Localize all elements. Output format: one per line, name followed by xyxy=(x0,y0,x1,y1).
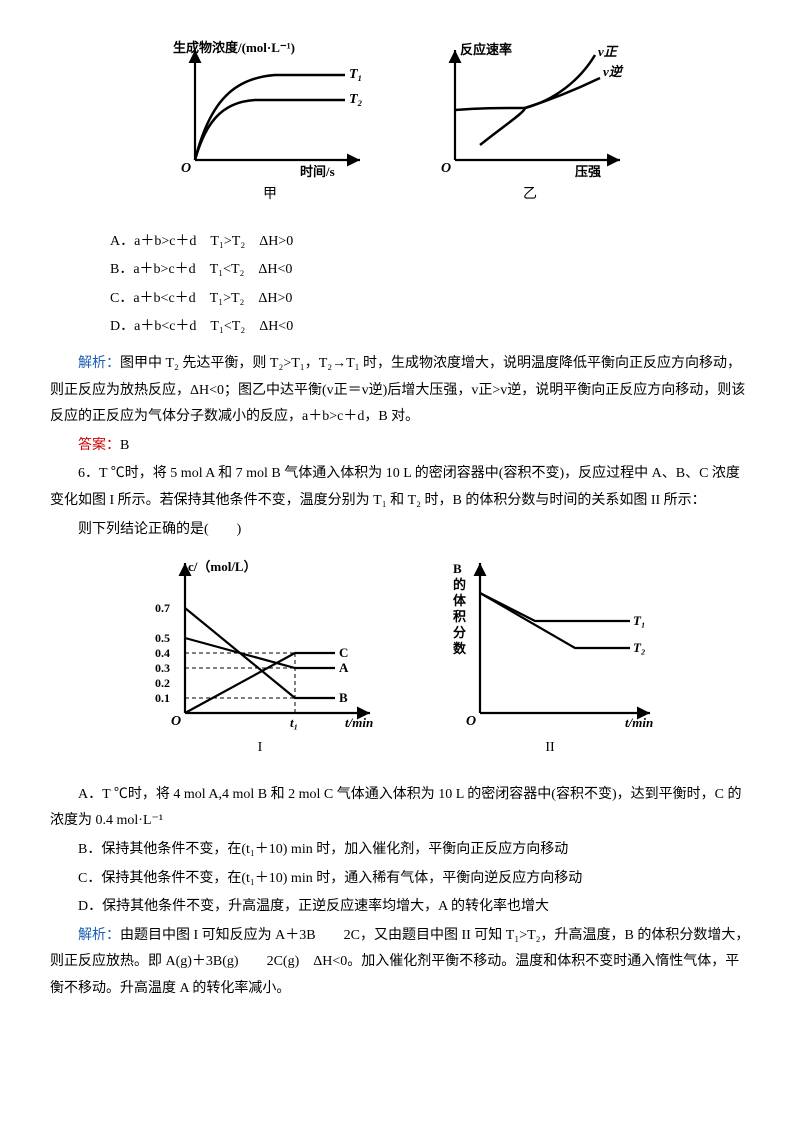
fig1l-xlabel: 时间/s xyxy=(300,164,335,179)
q5-answer: 答案：B xyxy=(50,433,750,460)
fig2l-caption: I xyxy=(135,735,385,762)
fig2r-xlabel: t/min xyxy=(625,715,653,730)
q5-option-d: D．a＋b<c＋d T₁<T₂ ΔH<0 xyxy=(110,314,750,341)
answer-text: B xyxy=(120,438,129,453)
figure-2-left: 0.1 0.2 0.3 0.4 0.5 0.7 C A B c/（mol/L） … xyxy=(135,553,385,762)
fig2r-yl3: 积 xyxy=(453,609,466,624)
ytick-4: 0.5 xyxy=(155,631,170,645)
q6-number: 6． xyxy=(78,466,99,481)
ytick-2: 0.3 xyxy=(155,661,170,675)
figure-1-right: 反应速率 v正 v逆 O 压强 乙 xyxy=(425,40,635,209)
fig1r-v1: v正 xyxy=(598,44,619,59)
ytick-3: 0.4 xyxy=(155,646,170,660)
q5-options: A．a＋b>c＋d T₁>T₂ ΔH>0 B．a＋b>c＋d T₁<T₂ ΔH<… xyxy=(110,229,750,341)
figure-1: 生成物浓度/(mol·L⁻¹) T₁ T₂ O 时间/s 甲 反应速率 v正 v… xyxy=(50,40,750,209)
q5-explanation: 解析：图甲中 T₂ 先达平衡，则 T₂>T₁，T₂→T₁ 时，生成物浓度增大，说… xyxy=(50,351,750,431)
fig2l-ylabel: c/（mol/L） xyxy=(188,559,257,574)
q5-option-c: C．a＋b<c＋d T₁>T₂ ΔH>0 xyxy=(110,286,750,313)
fig2r-yl4: 分 xyxy=(453,625,466,640)
fig2r-caption: II xyxy=(435,735,665,762)
q6-option-b: B．保持其他条件不变，在(t₁＋10) min 时，加入催化剂，平衡向正反应方向… xyxy=(50,837,750,864)
ytick-1: 0.2 xyxy=(155,676,170,690)
fig2r-yl2: 体 xyxy=(453,593,467,608)
fig1l-t1: T₁ xyxy=(349,67,362,82)
q6-explanation: 解析：由题目中图 I 可知反应为 A＋3B 2C，又由题目中图 II 可知 T₁… xyxy=(50,923,750,1003)
figure-2-right: T₁ T₂ B 的 体 积 分 数 O t/min II xyxy=(435,553,665,762)
series-c: C xyxy=(339,645,348,660)
fig2r-yl1: 的 xyxy=(453,577,466,592)
explain-text: 图甲中 T₂ 先达平衡，则 T₂>T₁，T₂→T₁ 时，生成物浓度增大，说明温度… xyxy=(50,356,745,424)
fig1r-v2: v逆 xyxy=(603,64,624,79)
ytick-0: 0.1 xyxy=(155,691,170,705)
ytick-5: 0.7 xyxy=(155,601,170,615)
fig1l-ylabel: 生成物浓度/(mol·L⁻¹) xyxy=(173,40,295,55)
fig1l-origin: O xyxy=(181,161,191,176)
figure-2: 0.1 0.2 0.3 0.4 0.5 0.7 C A B c/（mol/L） … xyxy=(50,553,750,762)
q6-stem1: 6．T ℃时，将 5 mol A 和 7 mol B 气体通入体积为 10 L … xyxy=(50,461,750,514)
q6-option-c: C．保持其他条件不变，在(t₁＋10) min 时，通入稀有气体，平衡向逆反应方… xyxy=(50,866,750,893)
fig2r-t1: T₁ xyxy=(633,613,645,628)
explain-label: 解析： xyxy=(78,356,120,371)
q6-stem1-text: T ℃时，将 5 mol A 和 7 mol B 气体通入体积为 10 L 的密… xyxy=(50,466,740,508)
fig1r-origin: O xyxy=(441,161,451,176)
series-a: A xyxy=(339,660,349,675)
q5-option-b: B．a＋b>c＋d T₁<T₂ ΔH<0 xyxy=(110,257,750,284)
fig1l-caption: 甲 xyxy=(165,182,375,209)
series-b: B xyxy=(339,690,348,705)
q6-stem2: 则下列结论正确的是( ) xyxy=(50,517,750,544)
fig1r-caption: 乙 xyxy=(425,182,635,209)
answer-label: 答案： xyxy=(78,438,120,453)
fig2l-origin: O xyxy=(171,714,181,729)
fig2r-origin: O xyxy=(466,714,476,729)
fig2r-t2: T₂ xyxy=(633,640,645,655)
explain2-text: 由题目中图 I 可知反应为 A＋3B 2C，又由题目中图 II 可知 T₁>T₂… xyxy=(50,928,749,996)
fig2l-xlabel: t/min xyxy=(345,715,373,730)
explain2-label: 解析： xyxy=(78,928,120,943)
fig2r-yl0: B xyxy=(453,561,462,576)
fig1r-xlabel: 压强 xyxy=(575,164,601,179)
q6-option-d: D．保持其他条件不变，升高温度，正逆反应速率均增大，A 的转化率也增大 xyxy=(50,894,750,921)
fig1l-t2: T₂ xyxy=(349,92,363,107)
q6-option-a: A．T ℃时，将 4 mol A,4 mol B 和 2 mol C 气体通入体… xyxy=(50,782,750,835)
fig1r-ylabel: 反应速率 xyxy=(460,42,512,57)
figure-1-left: 生成物浓度/(mol·L⁻¹) T₁ T₂ O 时间/s 甲 xyxy=(165,40,375,209)
fig2l-t1: t₁ xyxy=(290,715,298,730)
fig2r-yl5: 数 xyxy=(453,641,467,656)
q5-option-a: A．a＋b>c＋d T₁>T₂ ΔH>0 xyxy=(110,229,750,256)
